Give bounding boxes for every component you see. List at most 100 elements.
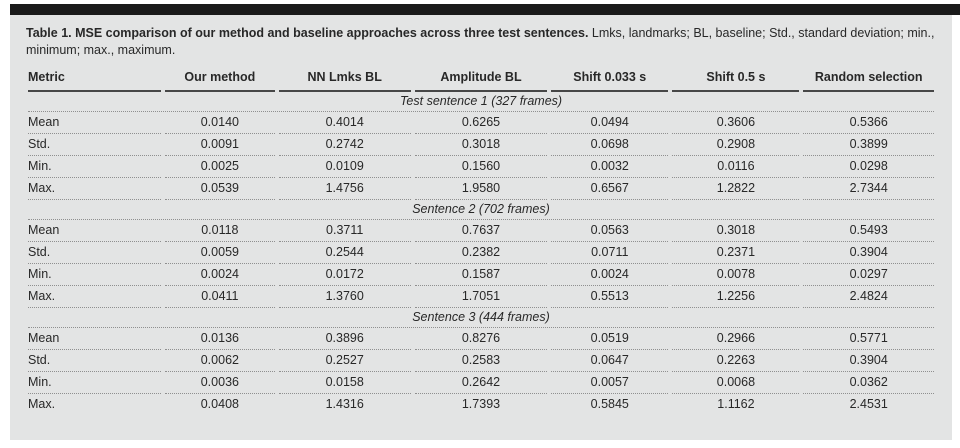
column-header-amplitude-bl: Amplitude BL [414, 66, 548, 92]
metric-label: Max. [28, 396, 56, 411]
value-cell: 0.0059 [165, 242, 275, 264]
column-header-random-selection: Random selection [803, 66, 934, 92]
value-cell: 0.0024 [165, 264, 275, 286]
table-row: Std. 0.0062 0.2527 0.2583 0.0647 0.2263 0.3904 [28, 350, 934, 372]
column-header-nn-lmks-bl: NN Lmks BL [278, 66, 411, 92]
section-title: Sentence 2 (702 frames) [28, 200, 934, 220]
value-cell: 0.0057 [551, 372, 669, 394]
table-row: Max. 0.0408 1.4316 1.7393 0.5845 1.1162 2.4531 [28, 394, 934, 415]
metric-label: Std. [28, 134, 162, 156]
value-cell: 1.1162 [717, 396, 755, 411]
metric-label: Max. [28, 178, 162, 200]
table-top-rule [10, 4, 960, 15]
table-caption-title: Table 1. MSE comparison of our method an… [26, 26, 589, 40]
value-cell: 0.0078 [672, 264, 800, 286]
value-cell: 0.0362 [803, 372, 934, 394]
table-row: Mean 0.0136 0.3896 0.8276 0.0519 0.2966 0.5771 [28, 328, 934, 350]
value-cell: 0.0494 [551, 112, 669, 134]
value-cell: 0.5493 [803, 220, 934, 242]
value-cell: 0.3711 [278, 220, 411, 242]
table-row: Max. 0.0411 1.3760 1.7051 0.5513 1.2256 2.4824 [28, 286, 934, 308]
value-cell: 0.2642 [414, 372, 548, 394]
value-cell: 2.4531 [849, 396, 888, 411]
table-row: Std. 0.0059 0.2544 0.2382 0.0711 0.2371 0.3904 [28, 242, 934, 264]
value-cell: 0.0172 [278, 264, 411, 286]
section-header-row: Sentence 2 (702 frames) [28, 200, 934, 220]
value-cell: 1.7393 [461, 396, 501, 411]
value-cell: 0.0025 [165, 156, 275, 178]
table-panel: Table 1. MSE comparison of our method an… [10, 15, 952, 440]
value-cell: 0.2263 [672, 350, 800, 372]
table-caption: Table 1. MSE comparison of our method an… [26, 25, 936, 59]
value-cell: 0.0032 [551, 156, 669, 178]
value-cell: 0.0136 [165, 328, 275, 350]
value-cell: 0.0297 [803, 264, 934, 286]
value-cell: 0.5845 [590, 396, 629, 411]
table-row: Mean 0.0140 0.4014 0.6265 0.0494 0.3606 0.5366 [28, 112, 934, 134]
value-cell: 0.4014 [278, 112, 411, 134]
metric-label: Max. [28, 286, 162, 308]
value-cell: 0.0109 [278, 156, 411, 178]
value-cell: 0.0411 [165, 286, 275, 308]
value-cell: 0.2742 [278, 134, 411, 156]
metric-label: Std. [28, 350, 162, 372]
value-cell: 2.4824 [803, 286, 934, 308]
column-header-our-method: Our method [165, 66, 275, 92]
value-cell: 0.0647 [551, 350, 669, 372]
value-cell: 0.0024 [551, 264, 669, 286]
metric-label: Mean [28, 328, 162, 350]
value-cell: 0.0519 [551, 328, 669, 350]
value-cell: 0.0116 [672, 156, 800, 178]
table-row: Max. 0.0539 1.4756 1.9580 0.6567 1.2822 2.7344 [28, 178, 934, 200]
value-cell: 0.0091 [165, 134, 275, 156]
value-cell: 0.7637 [414, 220, 548, 242]
column-header-shift-0-5-s: Shift 0.5 s [672, 66, 800, 92]
value-cell: 0.3904 [803, 242, 934, 264]
value-cell: 0.3899 [803, 134, 934, 156]
value-cell: 0.6265 [414, 112, 548, 134]
metric-label: Min. [28, 156, 162, 178]
value-cell: 0.0118 [165, 220, 275, 242]
metric-label: Min. [28, 372, 162, 394]
value-cell: 0.0698 [551, 134, 669, 156]
mse-comparison-table: Metric Our method NN Lmks BL Amplitude BL Sh… [24, 66, 938, 415]
value-cell: 0.5366 [803, 112, 934, 134]
value-cell: 0.3896 [278, 328, 411, 350]
value-cell: 0.0563 [551, 220, 669, 242]
value-cell: 0.0158 [278, 372, 411, 394]
table-row: Min. 0.0024 0.0172 0.1587 0.0024 0.0078 0.0297 [28, 264, 934, 286]
value-cell: 0.5771 [803, 328, 934, 350]
value-cell: 0.0068 [672, 372, 800, 394]
value-cell: 0.2371 [672, 242, 800, 264]
value-cell: 1.3760 [278, 286, 411, 308]
value-cell: 1.4316 [325, 396, 364, 411]
value-cell: 0.2966 [672, 328, 800, 350]
value-cell: 0.8276 [414, 328, 548, 350]
value-cell: 0.2382 [414, 242, 548, 264]
value-cell: 0.1560 [414, 156, 548, 178]
value-cell: 1.9580 [414, 178, 548, 200]
table-row: Min. 0.0025 0.0109 0.1560 0.0032 0.0116 0.0298 [28, 156, 934, 178]
table-row: Min. 0.0036 0.0158 0.2642 0.0057 0.0068 0.0362 [28, 372, 934, 394]
value-cell: 0.0062 [165, 350, 275, 372]
section-title: Sentence 3 (444 frames) [28, 308, 934, 328]
value-cell: 0.2544 [278, 242, 411, 264]
value-cell: 0.3606 [672, 112, 800, 134]
value-cell: 2.7344 [803, 178, 934, 200]
metric-label: Mean [28, 112, 162, 134]
column-header-shift-0-033-s: Shift 0.033 s [551, 66, 669, 92]
table-header-row: Metric Our method NN Lmks BL Amplitude BL Sh… [28, 66, 934, 92]
value-cell: 0.3018 [672, 220, 800, 242]
value-cell: 0.0711 [551, 242, 669, 264]
value-cell: 0.0408 [200, 396, 239, 411]
value-cell: 0.0036 [165, 372, 275, 394]
value-cell: 0.6567 [551, 178, 669, 200]
table-row: Mean 0.0118 0.3711 0.7637 0.0563 0.3018 0.5493 [28, 220, 934, 242]
value-cell: 0.1587 [414, 264, 548, 286]
metric-label: Min. [28, 264, 162, 286]
value-cell: 0.0298 [803, 156, 934, 178]
value-cell: 0.3018 [414, 134, 548, 156]
value-cell: 1.4756 [278, 178, 411, 200]
column-header-metric: Metric [28, 66, 162, 92]
